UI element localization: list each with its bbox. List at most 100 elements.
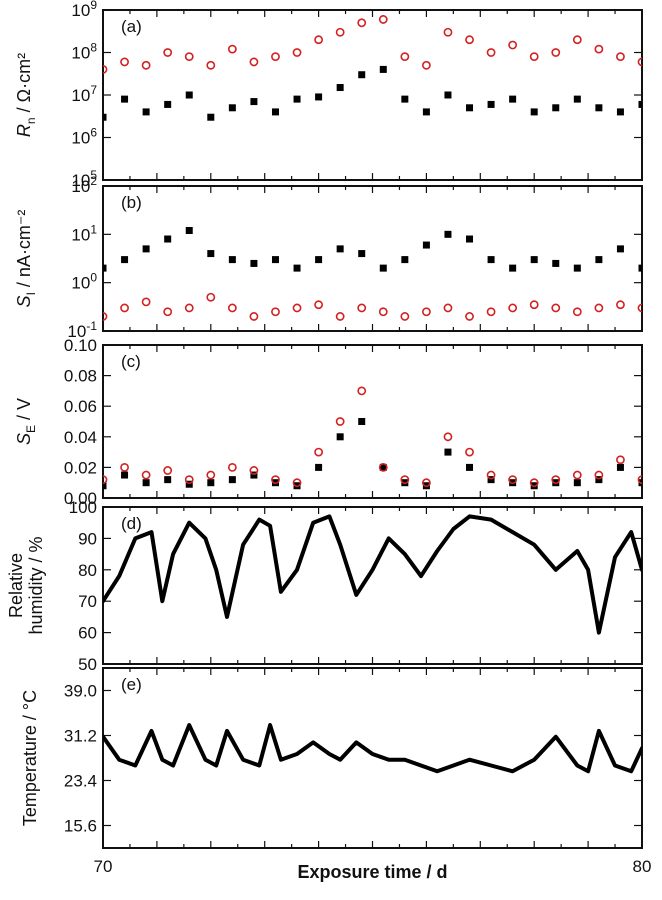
data-point-black [207,250,215,258]
data-point-red [120,462,129,472]
data-point-black [142,245,150,253]
data-point-red [551,48,561,57]
data-point-black [487,256,495,264]
data-point-red [378,15,388,24]
panel-d: 50 60 70 80 90 100 (d) Relative humidity / % [6,498,643,674]
data-point-black [573,264,581,272]
data-point-black [103,113,107,121]
data-point-black [379,65,387,73]
panel-letter: (a) [121,17,142,36]
ytick-label: 90 [78,529,97,548]
data-point-red [421,60,431,70]
data-point-black [142,479,150,487]
data-point-red [206,292,216,302]
data-point-red [271,52,280,62]
data-point-black [444,91,452,99]
data-point-black [164,235,172,243]
data-point-red [421,478,431,488]
ytick-label: 109 [71,0,97,20]
data-point-black [315,93,323,101]
data-point-black [185,227,193,235]
data-point-black [121,471,129,479]
data-point-red [141,297,151,307]
panel-b-data [103,227,642,321]
ytick-label: 0.04 [64,428,97,447]
data-point-red [314,300,323,310]
data-point-red [103,312,108,321]
data-point-black [358,250,366,258]
data-point-red [572,35,582,45]
panel-b-frame [102,185,643,332]
data-point-black [315,463,323,471]
data-point-black [401,256,409,264]
data-point-red [616,300,625,310]
data-point-red [486,307,496,317]
data-point-black [315,256,323,264]
data-point-black [103,482,107,490]
data-point-red [465,312,474,321]
ytick-label: 0.10 [64,336,97,355]
data-point-red [141,60,151,70]
data-point-red [184,475,194,485]
y-axis-label: Temperature / °C [20,690,40,826]
data-point-black [207,113,215,121]
data-point-red [249,57,259,67]
data-point-black [530,108,538,116]
data-point-red [378,462,388,472]
data-point-black [466,463,474,471]
data-point-black [487,476,495,484]
data-point-black [487,100,495,108]
ytick-label: 0.02 [64,458,97,477]
data-point-black [573,479,581,487]
data-point-red [486,48,496,57]
data-point-black [466,235,474,243]
data-point-red [572,307,582,317]
data-point-red [551,475,561,485]
ytick-label: 23.4 [64,772,97,791]
ytick-label: 80 [78,561,97,580]
data-point-red [508,475,518,485]
data-point-black [121,95,129,103]
ytick-label: 50 [78,655,97,674]
data-point-black [336,245,344,253]
ytick-label: 39.0 [64,682,97,701]
data-point-red [206,470,216,480]
data-point-red [486,470,496,480]
data-point-red [465,35,474,45]
data-point-black [293,95,301,103]
panel-c-data [103,386,642,490]
data-point-black [466,104,474,112]
data-point-red [357,303,367,313]
panel-letter: (e) [121,675,142,694]
data-point-black [444,448,452,456]
data-point-black [616,108,624,116]
series-line-e [103,723,642,774]
data-point-red [616,455,625,465]
data-point-black [228,476,236,484]
data-point-red [120,303,129,313]
data-point-red [314,35,323,45]
panel-e-frame [102,667,643,849]
data-point-red [400,312,410,321]
data-point-red [616,52,625,62]
data-point-red [508,303,518,313]
data-point-red [357,386,367,396]
ytick-label: 102 [71,174,97,196]
data-point-red [206,60,216,70]
panel-e: 15.6 23.4 31.2 39.0 (e) Temperature / °C [20,667,643,849]
data-point-red [163,466,173,475]
data-point-red [551,303,561,313]
data-point-black [207,479,215,487]
data-point-black [595,476,603,484]
data-point-black [185,480,193,488]
data-point-black [616,463,624,471]
y-axis-label: SE / V [14,398,38,445]
data-point-black [358,418,366,425]
data-point-red [400,52,410,62]
data-point-black [271,256,279,264]
ytick-label: 31.2 [64,727,97,746]
ytick-label: 100 [69,498,97,517]
